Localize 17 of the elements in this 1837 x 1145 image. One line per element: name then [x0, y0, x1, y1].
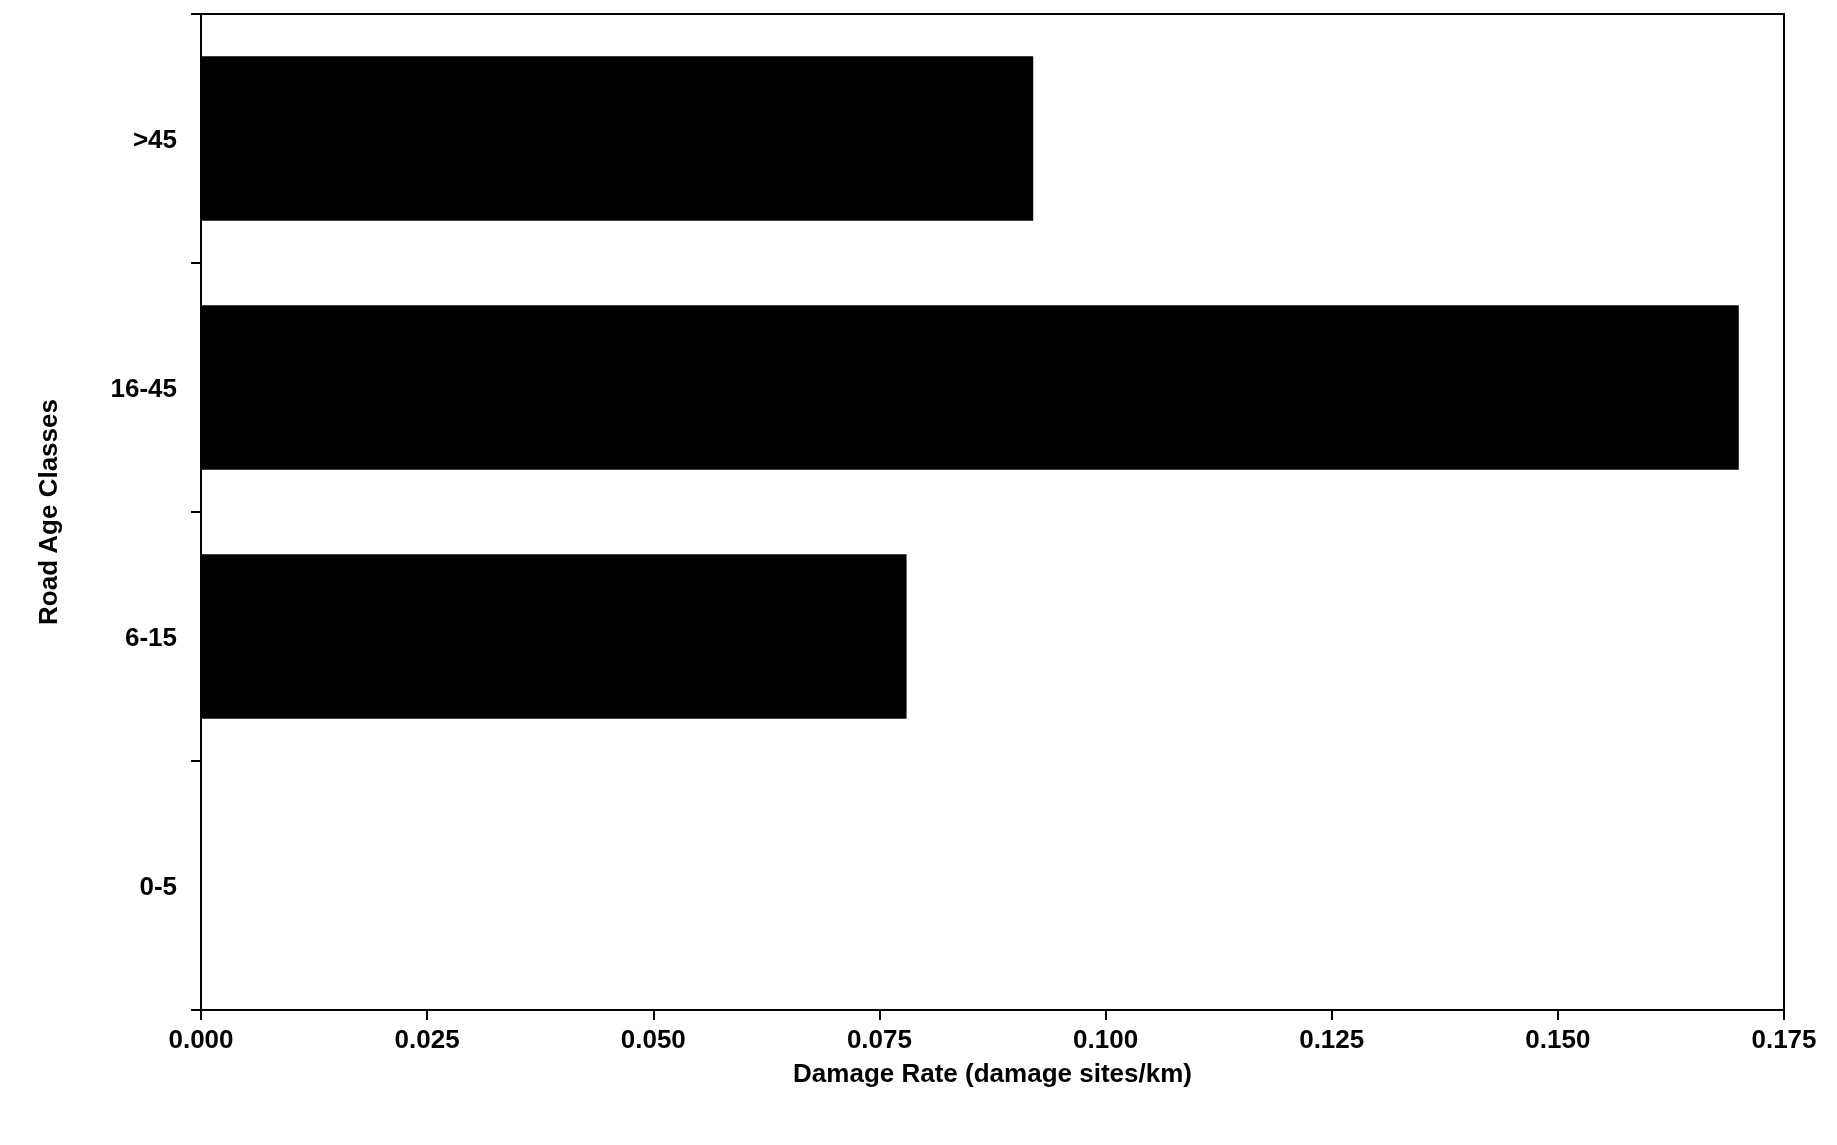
y-axis-title: Road Age Classes: [33, 399, 63, 625]
x-tick-label: 0.125: [1299, 1024, 1365, 1054]
y-tick-label: 16-45: [110, 372, 177, 403]
x-tick-label: 0.150: [1525, 1024, 1591, 1054]
x-tick-label: 0.075: [846, 1024, 912, 1054]
x-axis-title: Damage Rate (damage sites/km): [793, 1058, 1192, 1088]
x-tick-label: 0.175: [1751, 1024, 1817, 1054]
y-tick-label: >45: [132, 123, 177, 154]
bar: [201, 305, 1739, 470]
x-tick-label: 0.000: [168, 1024, 234, 1054]
bar: [201, 56, 1034, 221]
x-tick-label: 0.025: [394, 1024, 460, 1054]
y-tick-label: 6-15: [124, 621, 177, 652]
bar: [201, 554, 907, 719]
x-tick-label: 0.050: [620, 1024, 686, 1054]
x-tick-label: 0.100: [1073, 1024, 1139, 1054]
y-tick-label: 0-5: [139, 870, 177, 901]
